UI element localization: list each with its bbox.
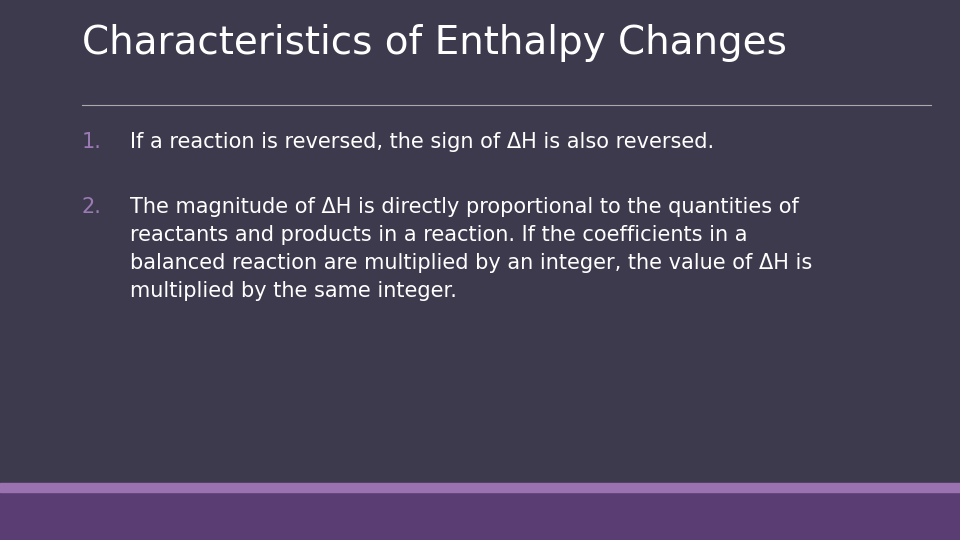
Text: 2.: 2. (82, 197, 102, 217)
Text: The magnitude of ΔH is directly proportional to the quantities of
reactants and : The magnitude of ΔH is directly proporti… (130, 197, 812, 301)
Text: 1.: 1. (82, 132, 102, 152)
Text: Characteristics of Enthalpy Changes: Characteristics of Enthalpy Changes (82, 24, 786, 62)
Bar (0, 483, 960, 492)
Bar (0, 492, 960, 540)
Text: If a reaction is reversed, the sign of ΔH is also reversed.: If a reaction is reversed, the sign of Δ… (130, 132, 713, 152)
